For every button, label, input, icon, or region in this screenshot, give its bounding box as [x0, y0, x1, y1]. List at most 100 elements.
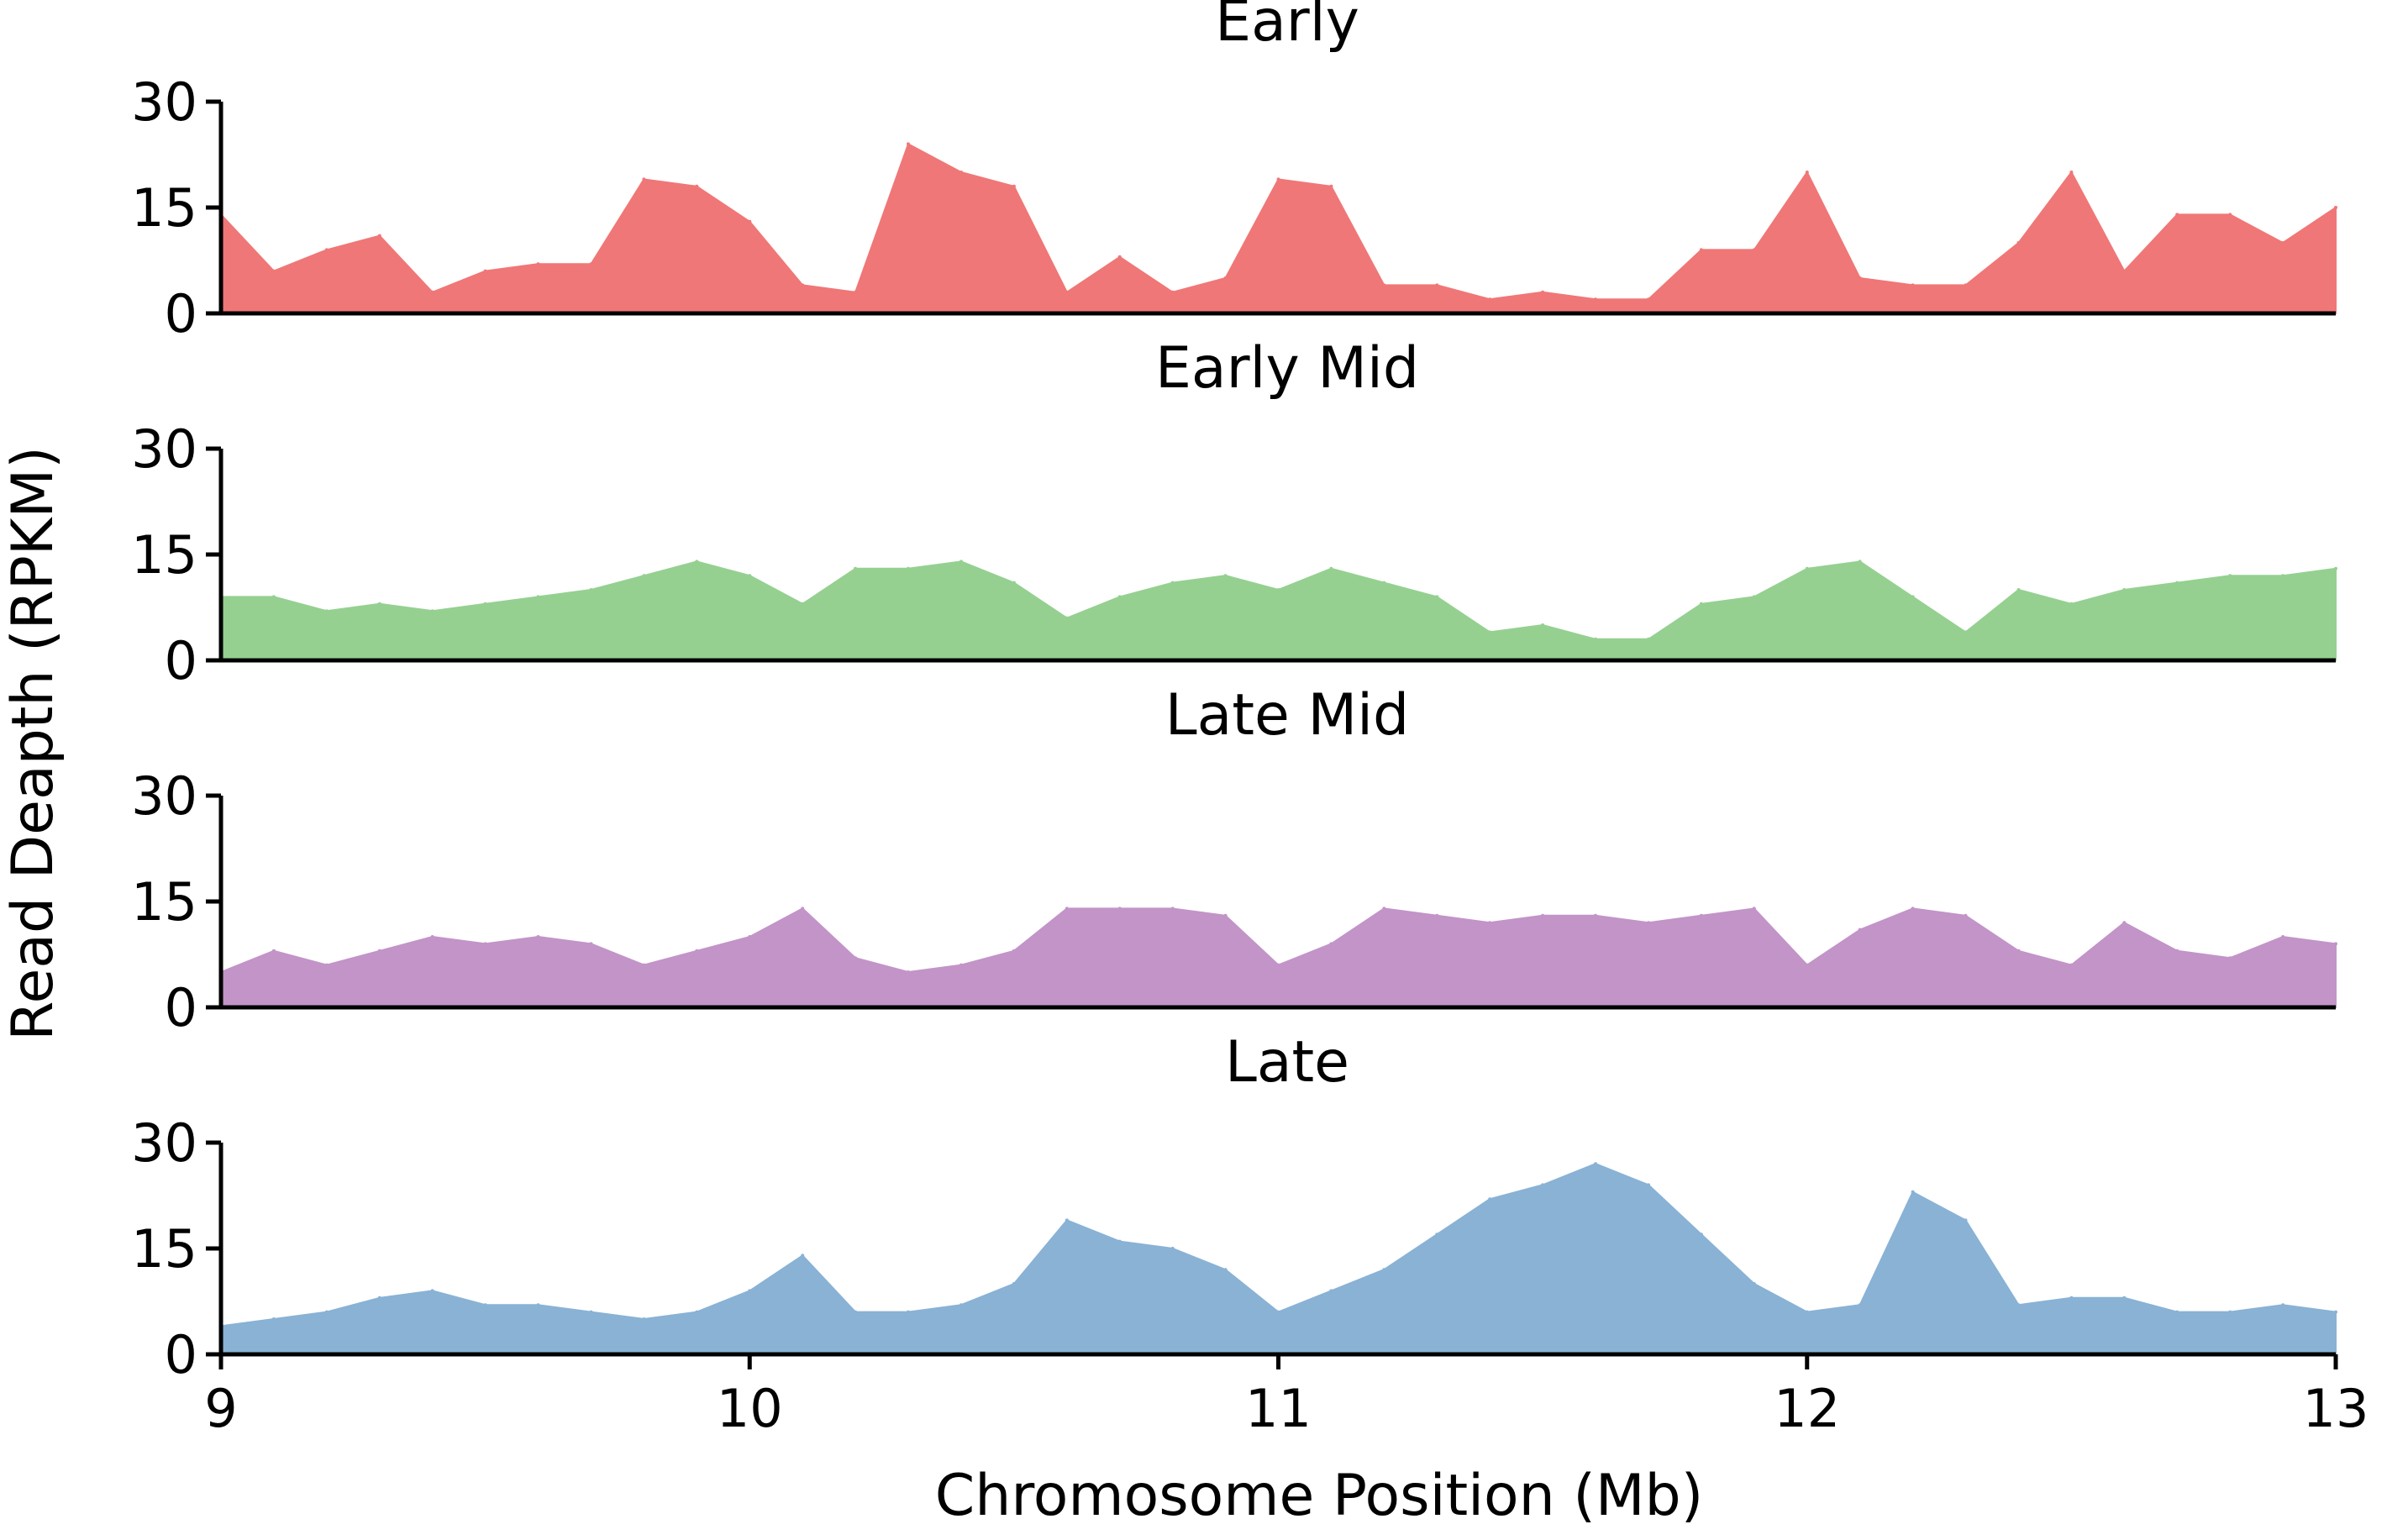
- data-point: [1329, 184, 1333, 188]
- series-area: [220, 560, 2337, 661]
- data-point: [907, 970, 910, 974]
- data-point: [1065, 616, 1069, 620]
- data-point: [536, 935, 540, 938]
- data-point: [695, 949, 699, 953]
- data-point: [1488, 297, 1492, 302]
- y-tick-label: 0: [165, 1324, 197, 1385]
- data-point: [324, 963, 329, 967]
- data-point: [907, 566, 910, 570]
- data-point: [1752, 248, 1756, 252]
- data-point: [483, 602, 487, 606]
- data-point: [642, 177, 646, 181]
- data-point: [2334, 206, 2337, 209]
- data-point: [1065, 907, 1069, 911]
- data-point: [589, 588, 593, 591]
- data-point: [1699, 1233, 1703, 1237]
- data-point: [1964, 630, 1968, 634]
- panel-3: Late 0 15 30: [131, 1029, 2337, 1385]
- data-point: [695, 1310, 699, 1314]
- data-point: [1911, 283, 1915, 287]
- data-point: [1329, 566, 1333, 570]
- data-point: [430, 935, 434, 938]
- series-area: [220, 1163, 2337, 1355]
- data-point: [695, 184, 699, 188]
- data-point: [2122, 588, 2127, 591]
- data-point: [960, 1303, 963, 1307]
- data-point: [324, 248, 329, 252]
- data-point: [1223, 574, 1228, 578]
- data-point: [2016, 949, 2021, 953]
- x-axis: 9 10 11 12 13: [204, 1354, 2369, 1439]
- data-point: [2281, 1303, 2285, 1307]
- data-point: [1117, 595, 1122, 599]
- data-point: [483, 269, 487, 273]
- data-point: [430, 1289, 434, 1293]
- data-point: [1911, 907, 1915, 911]
- data-point: [2228, 574, 2232, 578]
- data-point: [1012, 1282, 1016, 1285]
- panel-0: Early 0 15 30: [131, 0, 2337, 344]
- data-point: [854, 1310, 858, 1314]
- y-tick-label: 30: [131, 418, 197, 480]
- x-tick-label: 9: [204, 1378, 237, 1439]
- y-tick-label: 30: [131, 71, 197, 133]
- data-point: [1647, 637, 1650, 641]
- data-point: [1276, 177, 1280, 181]
- data-point: [1329, 1289, 1333, 1293]
- data-point: [1223, 1268, 1228, 1272]
- data-point: [2069, 963, 2074, 967]
- data-point: [1594, 637, 1597, 641]
- data-point: [589, 1310, 593, 1314]
- data-point: [1170, 290, 1175, 294]
- data-point: [1012, 184, 1016, 188]
- data-point: [1065, 290, 1069, 294]
- data-point: [642, 963, 646, 967]
- data-point: [2228, 1310, 2232, 1314]
- y-tick-label: 15: [131, 524, 197, 586]
- y-tick-label: 15: [131, 1218, 197, 1280]
- data-point: [1594, 913, 1597, 917]
- data-point: [1276, 588, 1280, 591]
- data-point: [1382, 283, 1386, 287]
- data-point: [1065, 1218, 1069, 1222]
- y-tick-label: 0: [165, 630, 197, 691]
- data-point: [1541, 913, 1545, 917]
- data-point: [1752, 907, 1756, 911]
- data-point: [2069, 602, 2074, 606]
- data-point: [1329, 942, 1333, 946]
- y-tick-label: 30: [131, 1112, 197, 1174]
- data-point: [1117, 907, 1122, 911]
- data-point: [1647, 297, 1650, 302]
- y-tick-label: 0: [165, 977, 197, 1038]
- data-point: [1012, 581, 1016, 585]
- data-point: [589, 942, 593, 946]
- data-point: [748, 574, 752, 578]
- series-area: [220, 907, 2337, 1008]
- x-tick-label: 11: [1245, 1378, 1312, 1439]
- data-point: [1647, 921, 1650, 925]
- data-point: [801, 1254, 805, 1258]
- panel-title: Early: [1215, 0, 1359, 55]
- data-point: [1964, 1218, 1968, 1222]
- data-point: [801, 907, 805, 911]
- data-point: [1117, 1239, 1122, 1243]
- data-point: [1964, 913, 1968, 917]
- data-point: [642, 1317, 646, 1321]
- x-tick-label: 12: [1774, 1378, 1840, 1439]
- data-point: [1858, 560, 1862, 564]
- data-point: [2016, 241, 2021, 244]
- y-tick-label: 15: [131, 871, 197, 933]
- data-point: [2175, 1310, 2179, 1314]
- data-point: [907, 142, 910, 146]
- data-point: [1699, 602, 1703, 606]
- data-point: [1911, 595, 1915, 599]
- data-point: [1170, 1247, 1175, 1250]
- data-point: [1170, 907, 1175, 911]
- data-point: [1435, 283, 1439, 287]
- data-point: [801, 283, 805, 287]
- y-axis-label: Read Deapth (RPKM): [0, 446, 66, 1040]
- data-point: [2016, 1303, 2021, 1307]
- data-point: [1647, 1183, 1650, 1187]
